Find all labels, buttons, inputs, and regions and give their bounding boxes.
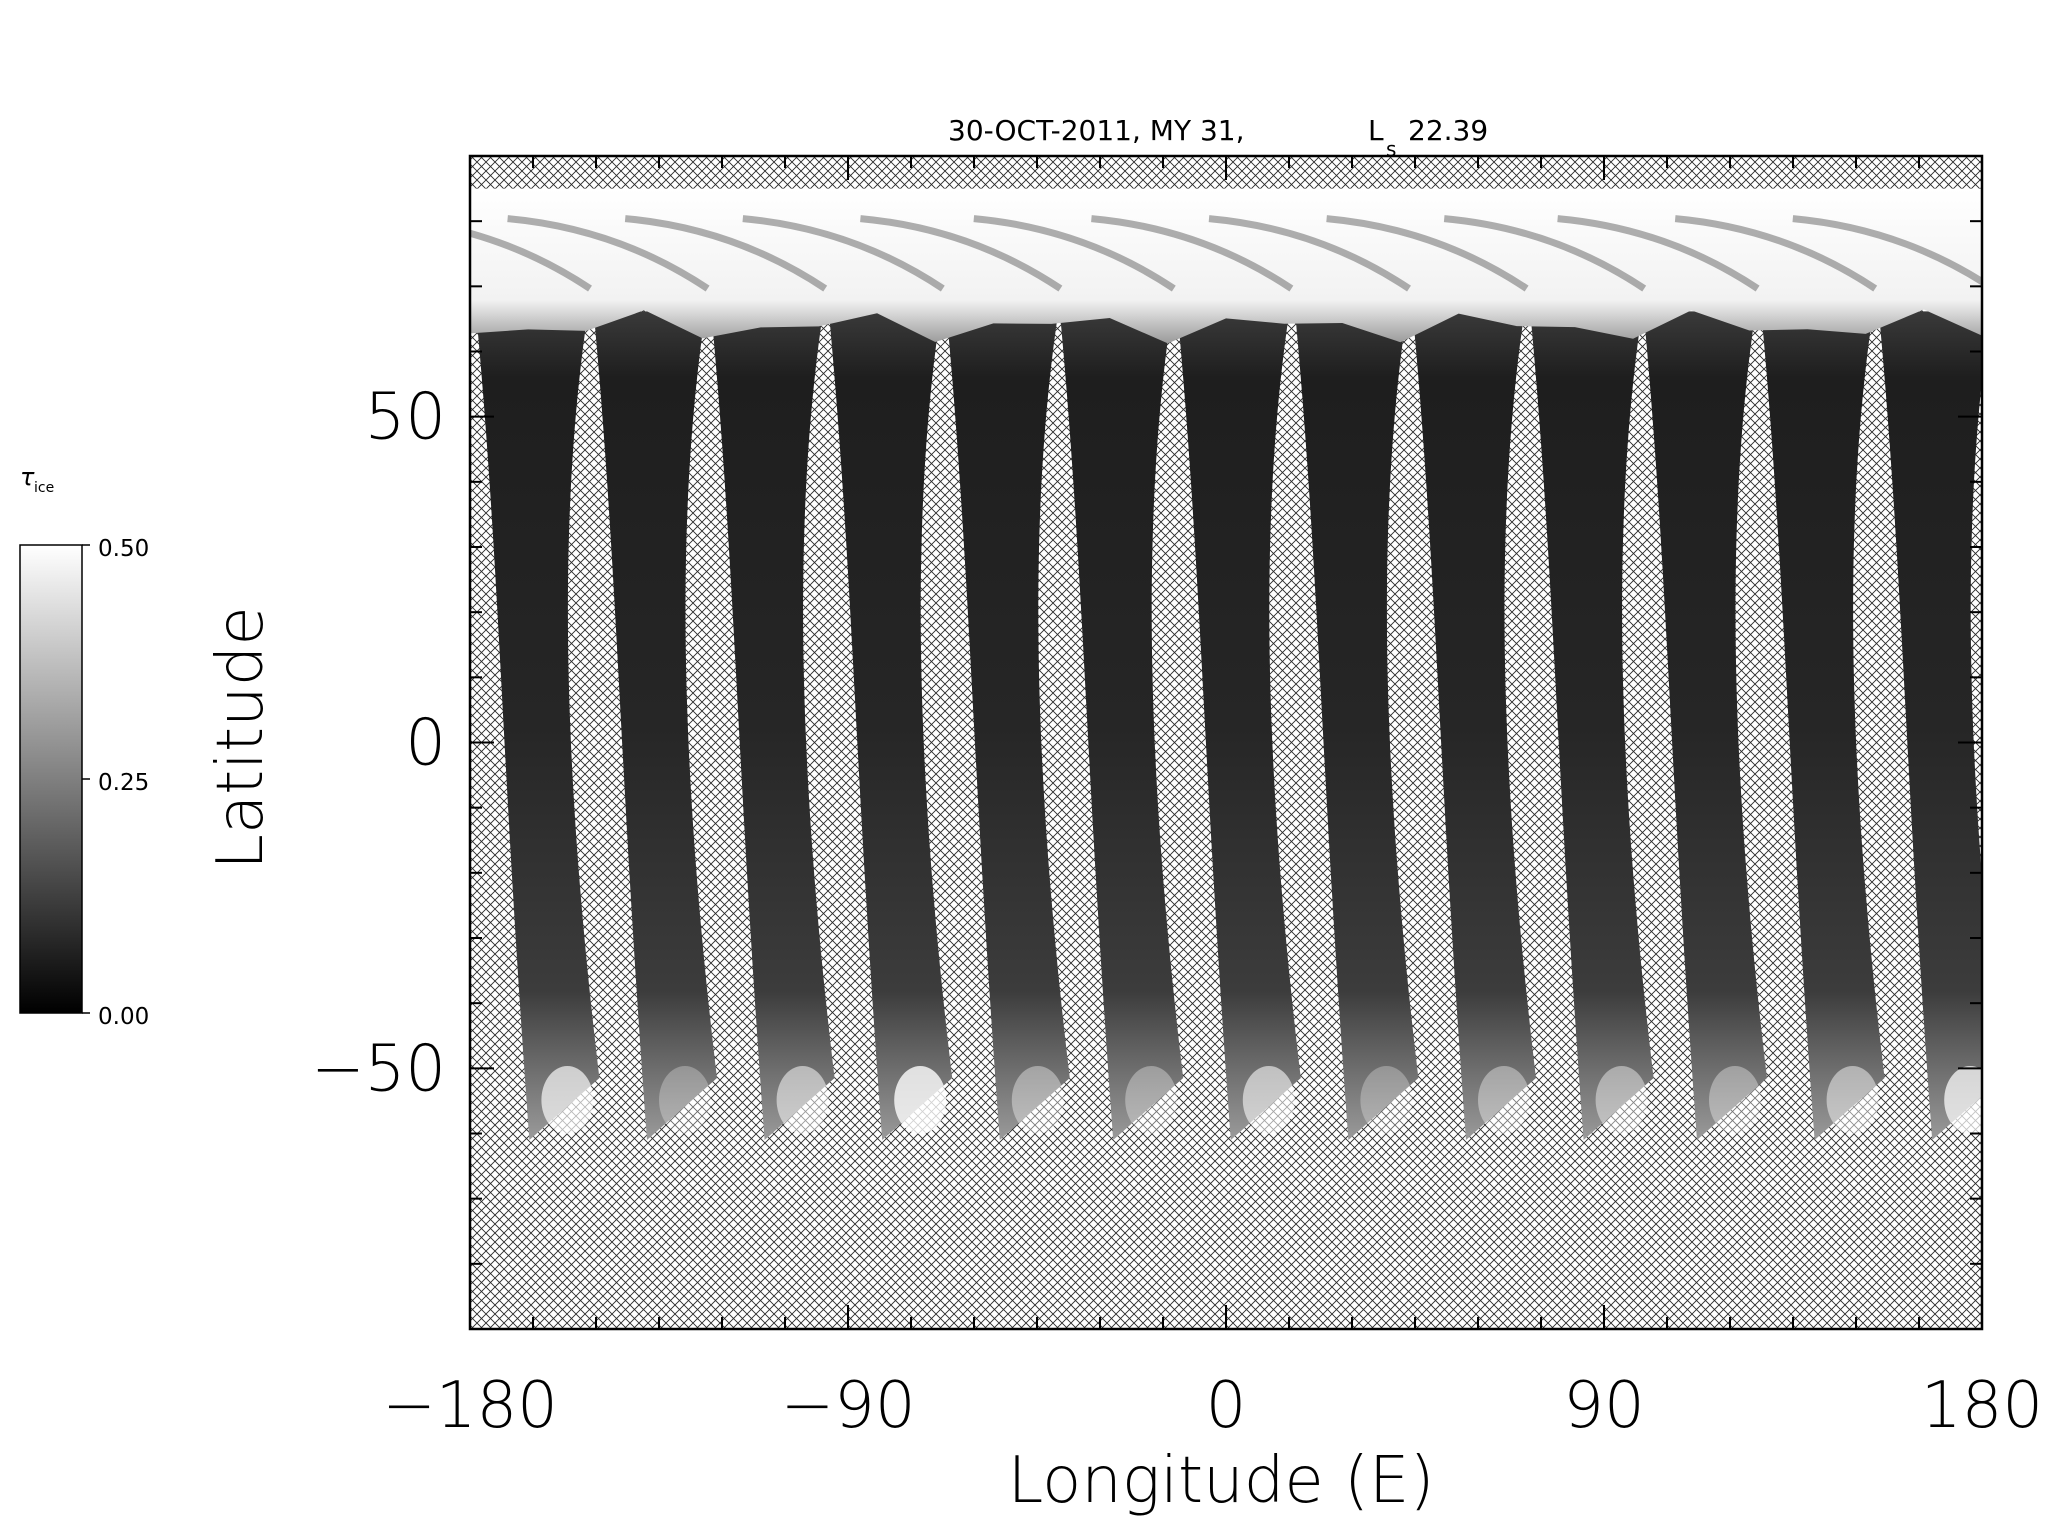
colorbar: τ ice 0.50 0.25 0.00: [19, 463, 149, 1030]
orbit-swath: [1177, 311, 1301, 1141]
orbit-swath: [1878, 311, 1982, 1141]
x-tick-label-90: 90: [1563, 1369, 1644, 1443]
orbit-swath: [946, 311, 1070, 1141]
orbit-swath-south-bright: [659, 1066, 711, 1135]
cap-streak: [973, 215, 1176, 292]
cap-streak: [1792, 215, 1982, 286]
x-tick-label-0: 0: [1206, 1369, 1247, 1443]
orbit-swath: [476, 311, 600, 1141]
y-tick-label-0: 0: [405, 707, 446, 781]
cap-streak: [1443, 215, 1647, 292]
cap-streak: [742, 215, 945, 292]
orbit-swath-south-bright: [1595, 1066, 1648, 1135]
chart-title-ls-subscript: s: [1386, 137, 1396, 161]
orbit-swath-body: [1412, 311, 1536, 1141]
chart-title-ls-symbol: L: [1368, 114, 1384, 147]
orbit-swath: [1059, 311, 1184, 1141]
orbit-swath-body: [1878, 311, 1982, 1141]
cap-streak: [1674, 215, 1878, 292]
y-axis-label: Latitude: [204, 606, 278, 869]
cap-streak: [1557, 215, 1760, 292]
x-axis-label: Longitude (E): [1008, 1444, 1435, 1518]
cap-streak: [1091, 215, 1294, 292]
orbit-swath-body: [1530, 311, 1654, 1141]
orbit-swath-south-bright: [1709, 1066, 1761, 1135]
orbit-swath-body: [476, 311, 600, 1141]
colorbar-label-subscript: ice: [34, 480, 54, 496]
cap-streak: [1208, 215, 1411, 292]
orbit-swath-body: [946, 311, 1070, 1141]
cap-streak: [470, 229, 592, 292]
orbit-swath: [828, 311, 953, 1141]
y-tick-label-neg50: −50: [311, 1032, 446, 1106]
orbit-swath-south-bright: [1125, 1066, 1178, 1135]
orbit-swath-body: [1761, 311, 1885, 1141]
cap-streak: [1326, 215, 1529, 292]
colorbar-label-symbol: τ: [20, 463, 35, 491]
orbit-swath-body: [593, 311, 717, 1141]
cap-streak: [860, 215, 1063, 292]
orbit-swath: [1295, 311, 1419, 1141]
orbit-swath: [1530, 311, 1654, 1141]
x-axis-ticks: [469, 156, 1983, 1329]
orbit-swath-south-bright: [1944, 1066, 1982, 1135]
colorbar-gradient: [19, 544, 83, 1014]
chart-title: 30-OCT-2011, MY 31,: [948, 114, 1245, 147]
orbit-swath-south-bright: [894, 1066, 947, 1135]
orbit-swath-body: [828, 311, 953, 1141]
x-tick-label-180: 180: [1921, 1369, 2043, 1443]
orbit-swath: [593, 311, 717, 1141]
orbit-swath-south-bright: [1242, 1066, 1295, 1135]
orbit-swath-south-bright: [1360, 1066, 1413, 1135]
orbit-swath-south-bright: [541, 1066, 594, 1135]
orbit-swath-south-bright: [1011, 1066, 1064, 1135]
orbit-swath-body: [1295, 311, 1419, 1141]
map-plot-area: [468, 154, 1984, 1331]
orbit-swath-body: [1059, 311, 1184, 1141]
orbit-swath: [1761, 311, 1885, 1141]
cap-streak: [624, 215, 828, 292]
orbit-swath: [1643, 311, 1767, 1141]
y-axis-ticks: [470, 220, 1982, 1265]
orbit-swath-south-bright: [1826, 1066, 1879, 1135]
colorbar-tick-label-mid: 0.25: [98, 770, 149, 796]
orbit-swath-body: [711, 311, 835, 1141]
x-tick-label-neg90: −90: [780, 1369, 915, 1443]
cap-orbit-streaks: [470, 215, 1982, 292]
x-tick-label-neg180: −180: [382, 1369, 558, 1443]
colorbar-tick-label-min: 0.00: [98, 1004, 149, 1030]
orbit-swath-layer: [476, 311, 1982, 1141]
chart-title-ls-value: 22.39: [1408, 114, 1488, 147]
orbit-swath: [1412, 311, 1536, 1141]
y-tick-label-50: 50: [365, 381, 446, 455]
orbit-swath-body: [1643, 311, 1767, 1141]
orbit-swath-south-bright: [776, 1066, 829, 1135]
colorbar-tick-label-max: 0.50: [98, 536, 149, 562]
orbit-swath-body: [1177, 311, 1301, 1141]
orbit-swath-south-bright: [1478, 1066, 1530, 1135]
cap-streak: [507, 215, 710, 292]
orbit-swath: [711, 311, 835, 1141]
